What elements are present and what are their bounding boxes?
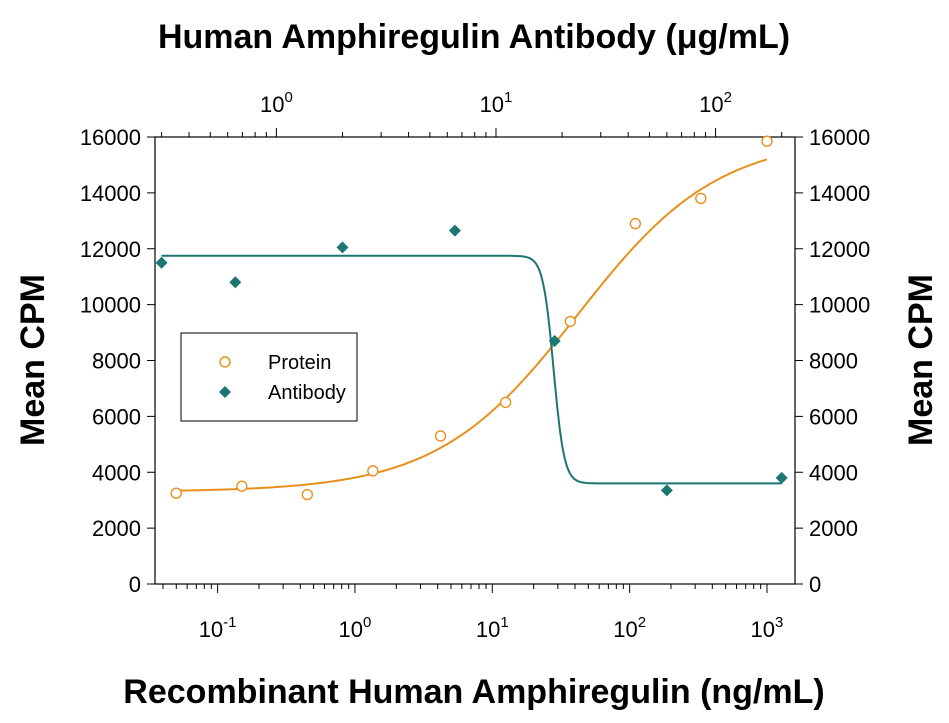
- protein-data-point: [761, 135, 773, 147]
- x-tick-label-bottom: 101: [476, 614, 509, 642]
- y-tick-label-right: 0: [809, 572, 821, 597]
- protein-data-point: [629, 217, 642, 230]
- y-tick-label-right: 4000: [809, 460, 858, 485]
- x-tick-label-bottom: 10-1: [199, 614, 237, 642]
- antibody-data-point: [660, 484, 673, 497]
- y-tick-label-right: 10000: [809, 293, 870, 318]
- antibody-data-point: [775, 471, 788, 484]
- antibody-data-point: [448, 224, 461, 237]
- x-tick-label-bottom: 102: [613, 614, 646, 642]
- antibody-data-point: [229, 276, 242, 289]
- y-tick-label-left: 8000: [92, 349, 141, 374]
- left-axis-title: Mean CPM: [14, 274, 52, 446]
- protein-fit-curve: [176, 158, 768, 492]
- protein-data-point: [301, 488, 314, 501]
- fit-curves: [161, 158, 782, 492]
- y-tick-label-right: 2000: [809, 516, 858, 541]
- protein-data-point: [170, 487, 182, 499]
- protein-data-point: [499, 396, 512, 409]
- ticks-layer: 0 0 2000 2000 4000 4000 6000 6000 8000 8000 10000 1…: [80, 89, 870, 642]
- x-tick-label-bottom: 103: [751, 614, 784, 642]
- y-tick-label-left: 2000: [92, 516, 141, 541]
- antibody-data-point: [155, 256, 168, 269]
- right-axis-title: Mean CPM: [902, 274, 940, 446]
- y-tick-label-right: 16000: [809, 125, 870, 150]
- legend: Protein Antibody: [180, 332, 358, 422]
- legend-marker-antibody: [219, 386, 231, 398]
- antibody-data-point: [336, 241, 349, 254]
- y-tick-label-left: 6000: [92, 404, 141, 429]
- x-tick-label-top: 102: [699, 89, 732, 117]
- y-tick-label-left: 0: [129, 572, 141, 597]
- protein-data-point: [695, 192, 707, 205]
- x-tick-label-top: 100: [260, 89, 293, 117]
- y-tick-label-left: 16000: [80, 125, 141, 150]
- y-tick-label-left: 4000: [92, 460, 141, 485]
- protein-data-point: [564, 315, 577, 328]
- legend-label-protein: Protein: [268, 352, 331, 374]
- x-tick-label-top: 101: [480, 89, 513, 117]
- data-points: [155, 135, 788, 501]
- y-tick-label-left: 10000: [80, 293, 141, 318]
- antibody-fit-curve: [161, 254, 782, 485]
- y-tick-label-right: 14000: [809, 181, 870, 206]
- legend-box: [180, 332, 358, 422]
- y-tick-label-right: 8000: [809, 349, 858, 374]
- top-axis-title: Human Amphiregulin Antibody (μg/mL): [158, 18, 790, 56]
- protein-data-point: [434, 430, 447, 442]
- x-tick-label-bottom: 100: [339, 614, 372, 642]
- y-tick-label-left: 14000: [80, 181, 141, 206]
- y-tick-label-right: 12000: [809, 237, 870, 262]
- y-tick-label-left: 12000: [80, 237, 141, 262]
- bottom-axis-title: Recombinant Human Amphiregulin (ng/mL): [123, 673, 824, 711]
- legend-marker-protein: [219, 356, 231, 368]
- legend-label-antibody: Antibody: [268, 382, 346, 404]
- antibody-data-point: [548, 334, 561, 347]
- protein-data-point: [236, 480, 248, 492]
- y-tick-label-right: 6000: [809, 404, 858, 429]
- protein-data-point: [367, 465, 379, 477]
